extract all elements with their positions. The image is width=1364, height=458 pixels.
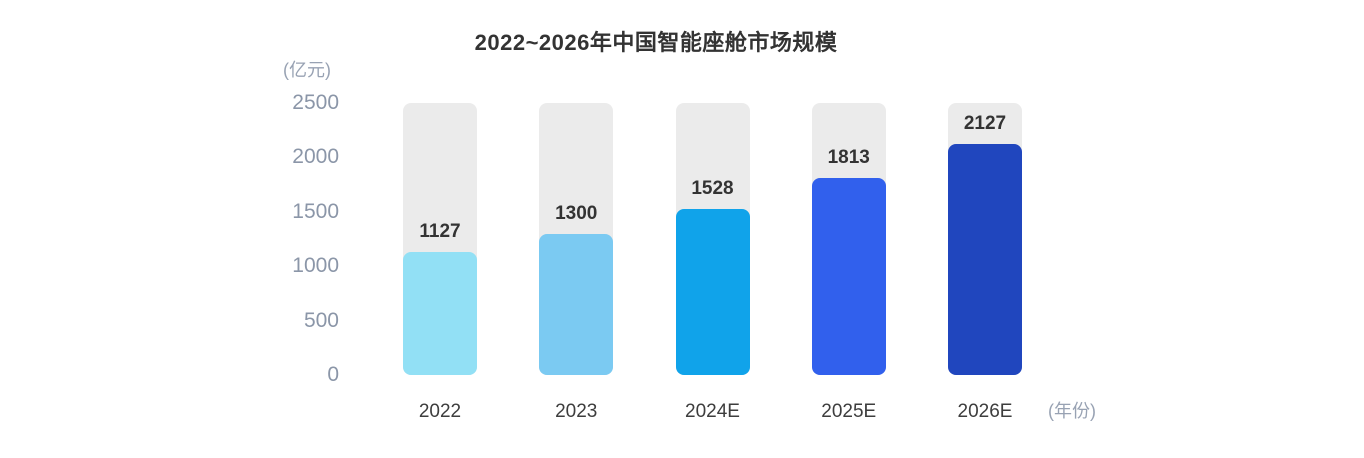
bar-fill xyxy=(675,209,750,375)
bar-group: 1813 2025E xyxy=(811,103,886,422)
y-axis-tick-label: 1500 xyxy=(292,199,339,223)
bar-value-label: 1300 xyxy=(555,203,598,224)
x-axis-tick-label: 2022 xyxy=(418,401,462,422)
bar-value-label: 1813 xyxy=(827,147,870,168)
chart-title: 2022~2026年中国智能座舱市场规模 xyxy=(474,30,838,55)
bar-fill xyxy=(539,234,614,375)
x-axis-tick-label: 2025E xyxy=(821,401,877,422)
x-axis-tick-label: 2023 xyxy=(555,401,598,422)
y-axis-tick-label: 1000 xyxy=(292,254,339,278)
bar-value-label: 1127 xyxy=(419,221,461,242)
bar-group: 1528 2024E xyxy=(675,103,750,422)
bar-fill xyxy=(948,144,1022,375)
x-axis-unit-label: (年份) xyxy=(1048,401,1096,421)
y-axis-unit-label: (亿元) xyxy=(283,60,331,80)
bar-value-label: 1528 xyxy=(691,178,734,199)
y-axis-tick-label: 500 xyxy=(303,308,339,332)
y-axis: 0 500 1000 1500 2000 2500 xyxy=(220,0,339,458)
bar-group: 2127 2026E xyxy=(948,103,1022,422)
y-axis-tick-label: 2500 xyxy=(292,91,339,114)
bar-fill xyxy=(403,252,477,375)
y-axis-tick-label: 0 xyxy=(327,363,339,386)
bar-value-label: 2127 xyxy=(963,113,1007,134)
bar-group: 1127 2022 xyxy=(403,103,477,422)
x-axis-tick-label: 2026E xyxy=(957,401,1013,422)
bar-fill xyxy=(811,178,886,375)
x-axis-tick-label: 2024E xyxy=(685,401,740,422)
bar-group: 1300 2023 xyxy=(539,103,614,422)
y-axis-tick-label: 2000 xyxy=(292,145,339,169)
